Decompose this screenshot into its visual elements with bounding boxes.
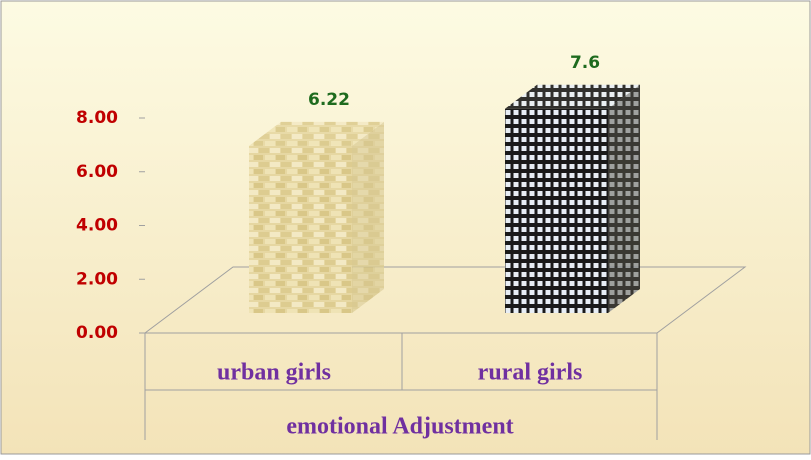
bar: [505, 84, 640, 313]
x-tick-label: rural girls: [478, 360, 583, 386]
floor: [143, 266, 747, 334]
bar-side: [352, 121, 384, 314]
y-tick-label: 4.00: [76, 216, 118, 236]
bar: [249, 121, 384, 314]
bar-front: [249, 145, 352, 313]
bar-front: [505, 108, 608, 313]
x-axis-label: emotional Adjustment: [286, 414, 513, 440]
value-label: 6.22: [308, 90, 350, 110]
y-tick-label: 0.00: [76, 323, 118, 343]
y-tick-label: 2.00: [76, 269, 118, 289]
y-tick-label: 6.00: [76, 162, 118, 182]
bar-top: [505, 84, 640, 109]
bar-side: [608, 84, 640, 313]
value-label: 7.6: [570, 53, 600, 73]
y-tick-label: 8.00: [76, 108, 118, 128]
bar-side-shade: [608, 84, 640, 313]
x-tick-label: urban girls: [217, 360, 331, 386]
bar-side-shade: [352, 121, 384, 314]
bar-top: [249, 121, 384, 146]
